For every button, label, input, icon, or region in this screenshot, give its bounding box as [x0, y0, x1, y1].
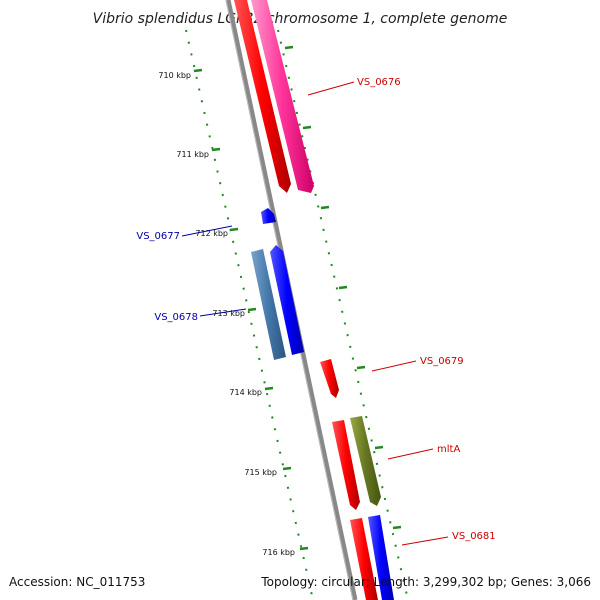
- gene-vs0676-cds-arrow[interactable]: [234, 0, 291, 193]
- tick-track-left: [185, 29, 314, 600]
- tick-label-714: 714 kbp: [229, 388, 262, 397]
- gene-vs0676-gene-arrow[interactable]: [251, 0, 314, 193]
- tick-label-710: 710 kbp: [158, 71, 191, 80]
- accession-text: Accession: NC_011753: [9, 575, 145, 589]
- gene-label-vs0681[interactable]: VS_0681: [452, 531, 496, 542]
- gene-vs0677-arrow[interactable]: [261, 208, 276, 224]
- gene-vs0678-cds-arrow[interactable]: [270, 245, 304, 355]
- tick-label-711: 711 kbp: [176, 150, 209, 159]
- map-title: Vibrio splendidus LGP32 chromosome 1, co…: [93, 11, 508, 27]
- gene-mlta-cds-arrow[interactable]: [332, 420, 360, 510]
- tick-marks: [193, 45, 402, 551]
- gene-vs0681-gene-bar[interactable]: [368, 515, 394, 600]
- gene-mlta-gene-arrow[interactable]: [350, 416, 381, 506]
- gene-vs0681-cds-bar[interactable]: [350, 518, 378, 600]
- gene-label-vs0678[interactable]: VS_0678: [154, 312, 198, 323]
- tick-label-713: 713 kbp: [212, 309, 245, 318]
- gene-label-vs0676[interactable]: VS_0676: [357, 77, 401, 88]
- topology-text: Topology: circular; Length: 3,299,302 bp…: [260, 575, 591, 589]
- leader-lines: [181, 81, 449, 546]
- tick-label-715: 715 kbp: [244, 468, 277, 477]
- gene-label-vs0677[interactable]: VS_0677: [136, 231, 180, 242]
- tick-label-716: 716 kbp: [262, 548, 295, 557]
- tick-label-712: 712 kbp: [195, 229, 228, 238]
- tick-track-right: [277, 29, 409, 600]
- gene-vs0678-gene-bar[interactable]: [251, 249, 286, 360]
- gene-vs0679-arrow[interactable]: [320, 359, 339, 398]
- gene-label-vs0679[interactable]: VS_0679: [420, 356, 464, 367]
- gene-label-mlta[interactable]: mltA: [437, 444, 460, 455]
